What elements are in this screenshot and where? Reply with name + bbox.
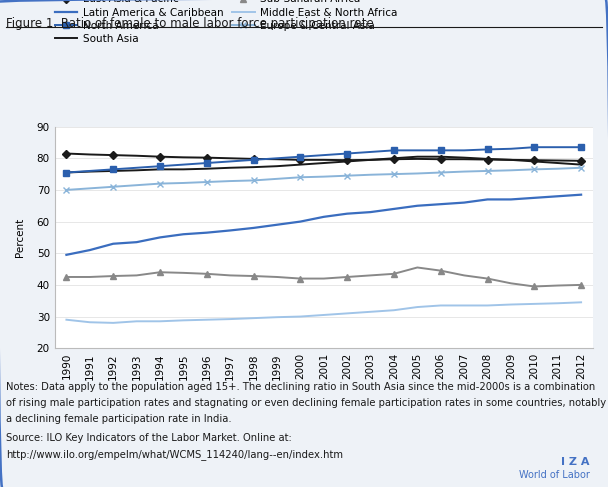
Y-axis label: Percent: Percent [15,218,25,257]
Text: http://www.ilo.org/empelm/what/WCMS_114240/lang--en/index.htm: http://www.ilo.org/empelm/what/WCMS_1142… [6,450,343,460]
Text: of rising male participation rates and stagnating or even declining female parti: of rising male participation rates and s… [6,398,606,409]
Text: a declining female participation rate in India.: a declining female participation rate in… [6,414,232,425]
Text: Source: ILO Key Indicators of the Labor Market. Online at:: Source: ILO Key Indicators of the Labor … [6,433,292,444]
Legend: East Asia & Pacific, Latin America & Caribbean, North America, South Asia, Sub-S: East Asia & Pacific, Latin America & Car… [55,0,397,44]
Text: I Z A: I Z A [561,456,590,467]
Text: Figure 1. Ratio of female to male labor force participation rate: Figure 1. Ratio of female to male labor … [6,17,374,30]
Text: World of Labor: World of Labor [519,469,590,480]
Text: Notes: Data apply to the population aged 15+. The declining ratio in South Asia : Notes: Data apply to the population aged… [6,382,595,393]
